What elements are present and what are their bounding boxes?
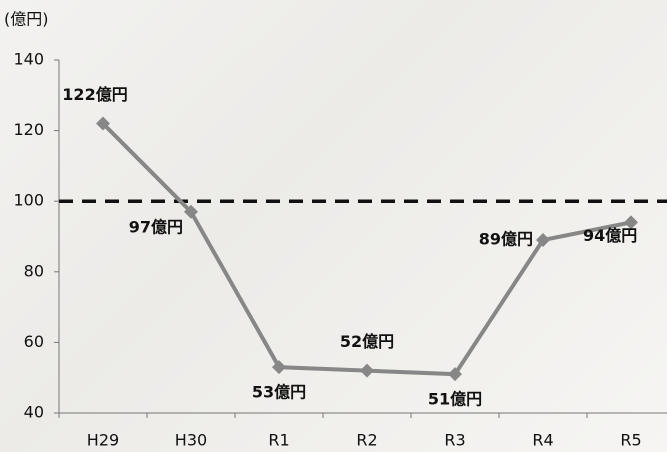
value-label: 51億円 (428, 390, 482, 409)
point-marker (448, 367, 462, 382)
x-tick-label: R4 (532, 431, 553, 450)
x-tick-label: R1 (268, 431, 289, 450)
y-tick-label: 80 (24, 261, 44, 280)
point-marker (536, 233, 550, 248)
point-marker (624, 215, 638, 230)
value-label: 94億円 (583, 226, 637, 245)
y-tick-label: 60 (24, 332, 44, 351)
y-tick-label: 100 (13, 191, 44, 210)
y-axis-label: (億円) (4, 10, 49, 29)
x-tick-label: H29 (87, 431, 119, 450)
value-label: 89億円 (479, 230, 533, 249)
x-tick-label: H30 (175, 431, 207, 450)
y-tick-label: 140 (13, 50, 44, 69)
y-tick-label: 40 (24, 403, 44, 422)
point-marker (272, 360, 286, 375)
point-marker (360, 363, 374, 378)
point-marker (184, 204, 198, 219)
point-marker (96, 116, 110, 131)
y-tick-label: 120 (13, 120, 44, 139)
value-label: 53億円 (252, 383, 306, 402)
x-tick-label: R5 (620, 431, 641, 450)
x-tick-label: R3 (444, 431, 465, 450)
value-label: 52億円 (340, 332, 394, 351)
x-tick-label: R2 (356, 431, 377, 450)
value-label: 97億円 (129, 217, 183, 236)
value-label: 122億円 (62, 85, 127, 104)
